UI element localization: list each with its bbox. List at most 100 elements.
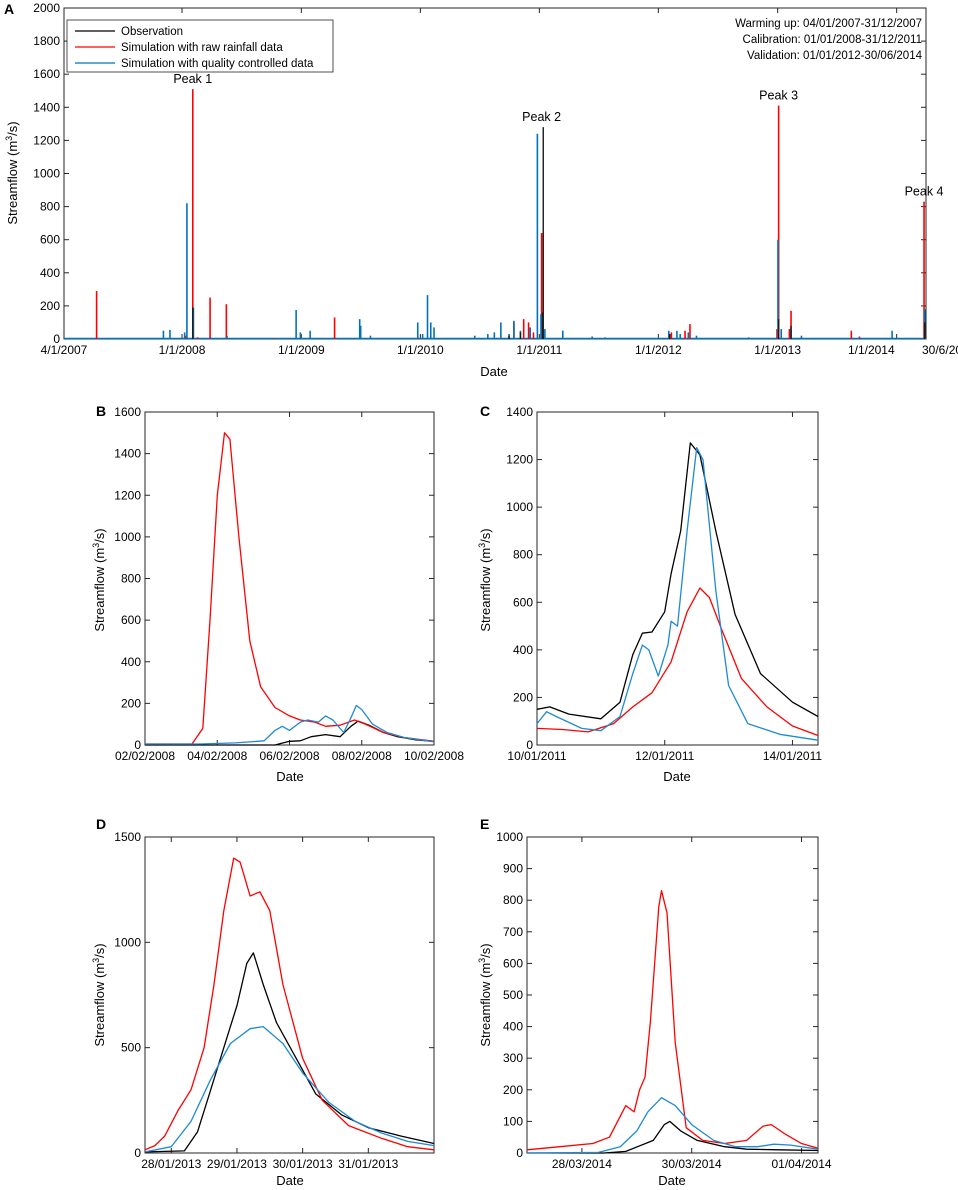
y-tick-label: 0: [134, 738, 141, 752]
x-tick-label: 31/01/2013: [338, 1157, 398, 1171]
y-tick-label: 1600: [114, 405, 141, 419]
y-tick-label: 1000: [114, 935, 141, 949]
y-tick-label: 1000: [506, 500, 533, 514]
y-tick-label: 1000: [114, 530, 141, 544]
panel-letter-b: B: [96, 403, 106, 419]
y-tick-label: 1500: [114, 830, 141, 844]
panel-d-ylabel: Streamflow (m3/s): [91, 943, 107, 1046]
panel-a-annotations: Peak 1 Peak 2 Peak 3 Peak 4: [173, 72, 943, 199]
legend-label-qc: Simulation with quality controlled data: [121, 58, 314, 70]
panel-b-plot-area: [144, 411, 435, 746]
series-line-simulation-with-quality-controlled-data: [526, 1097, 819, 1154]
series-line-simulation-with-quality-controlled-data: [145, 704, 435, 745]
peak-annotation: Peak 1: [173, 72, 212, 86]
y-tick-label: 200: [503, 1083, 523, 1097]
series-line-simulation-with-quality-controlled-data: [536, 447, 819, 741]
y-tick-label: 1400: [33, 100, 60, 114]
panel-d: D 0 500 1000 1500 28/01/2013 29/01/2013 30/01/…: [91, 816, 435, 1188]
x-tick-label: 1/1/2011: [516, 343, 562, 357]
x-tick-label: 29/01/2013: [207, 1157, 267, 1171]
panel-b-series: [145, 432, 435, 746]
x-tick-label: 04/02/2008: [187, 749, 247, 763]
x-tick-label: 30/6/2014: [922, 343, 958, 357]
panel-b: B 0 200 400 600 800 1000 1200 1400 1600 02/02/200…: [91, 403, 464, 784]
panel-c-ticks: [536, 411, 818, 746]
panel-b-ylabel: Streamflow (m3/s): [91, 528, 107, 631]
x-tick-label: 1/1/2013: [754, 343, 801, 357]
x-tick-label: 30/03/2014: [662, 1157, 722, 1171]
panel-e-ticks: [527, 836, 818, 1154]
panel-e-series: [526, 890, 819, 1154]
x-tick-label: 14/01/2011: [763, 749, 822, 763]
y-tick-label: 600: [503, 956, 523, 970]
x-tick-label: 1/1/2009: [278, 343, 325, 357]
y-tick-label: 1400: [114, 447, 141, 461]
x-tick-label: 28/01/2013: [141, 1157, 201, 1171]
panel-c-xlabel: Date: [663, 769, 690, 784]
x-tick-label: 1/1/2008: [159, 343, 206, 357]
period-info-warming: Warming up: 04/01/2007-31/12/2007: [735, 18, 922, 30]
y-tick-label: 600: [121, 613, 141, 627]
y-tick-label: 800: [503, 893, 523, 907]
y-tick-label: 1800: [33, 34, 60, 48]
y-tick-label: 200: [513, 690, 533, 704]
period-info: Warming up: 04/01/2007-31/12/2007 Calibr…: [735, 18, 922, 62]
peak-annotation: Peak 3: [759, 89, 798, 103]
y-tick-label: 600: [40, 233, 60, 247]
panel-letter-e: E: [480, 816, 489, 832]
series-line-simulation-with-raw-rainfall-data: [145, 432, 435, 745]
series-line-simulation-with-raw-rainfall-data: [144, 857, 435, 1151]
y-tick-label: 1200: [114, 488, 141, 502]
panel-a: A 0 200 400 600 800 1000 1200 1400 1600 1800 2000 4…: [4, 1, 958, 379]
x-tick-label: 08/02/2008: [332, 749, 392, 763]
y-tick-label: 500: [503, 988, 523, 1002]
y-tick-label: 0: [53, 332, 60, 346]
legend-label-raw: Simulation with raw rainfall data: [121, 42, 283, 54]
panel-a-xlabel: Date: [480, 364, 507, 379]
legend-label-observation: Observation: [121, 26, 183, 38]
x-tick-label: 01/04/2014: [771, 1157, 831, 1171]
y-tick-label: 400: [40, 266, 60, 280]
panel-d-xlabel: Date: [276, 1173, 303, 1188]
y-tick-label: 1400: [506, 405, 533, 419]
x-tick-label: 12/01/2011: [635, 749, 694, 763]
panel-a-legend: Observation Simulation with raw rainfall…: [66, 19, 334, 73]
panel-d-series: [144, 857, 435, 1153]
y-tick-label: 200: [40, 299, 60, 313]
panel-c-tick-labels: 0 200 400 600 800 1000 1200 1400 10/01/2011 12/01…: [506, 405, 822, 763]
panel-d-plot-area: [144, 836, 435, 1154]
period-info-calibration: Calibration: 01/01/2008-31/12/2011: [743, 34, 922, 46]
panel-e-ylabel: Streamflow (m3/s): [477, 943, 493, 1046]
panel-letter-c: C: [480, 403, 490, 419]
y-tick-label: 0: [134, 1146, 141, 1160]
y-tick-label: 1000: [496, 830, 523, 844]
y-tick-label: 0: [526, 738, 533, 752]
y-tick-label: 800: [513, 548, 533, 562]
peak-annotation: Peak 4: [905, 185, 944, 199]
panel-letter-a: A: [4, 1, 14, 17]
panel-c-ylabel: Streamflow (m3/s): [477, 528, 493, 631]
panel-letter-d: D: [96, 816, 106, 832]
y-tick-label: 400: [513, 643, 533, 657]
y-tick-label: 300: [503, 1051, 523, 1065]
series-line-observation: [536, 442, 819, 720]
x-tick-label: 30/01/2013: [273, 1157, 333, 1171]
panel-e-tick-labels: 0 100 200 300 400 500 600 700 800 900 1000 28/03/20…: [496, 830, 832, 1171]
y-tick-label: 600: [513, 595, 533, 609]
y-tick-label: 500: [121, 1041, 141, 1055]
y-tick-label: 800: [121, 572, 141, 586]
x-tick-label: 06/02/2008: [259, 749, 319, 763]
x-tick-label: 28/03/2014: [552, 1157, 612, 1171]
series-line-simulation-with-raw-rainfall-data: [526, 890, 819, 1151]
panel-c-series: [536, 442, 819, 741]
panel-d-ticks: [145, 836, 434, 1154]
y-tick-label: 0: [516, 1146, 523, 1160]
y-tick-label: 400: [503, 1020, 523, 1034]
x-tick-label: 1/1/2014: [848, 343, 895, 357]
peak-annotation: Peak 2: [522, 110, 561, 124]
series-line-simulation-with-quality-controlled-data: [144, 1025, 435, 1153]
x-tick-label: 1/1/2012: [635, 343, 682, 357]
panel-e-xlabel: Date: [658, 1173, 685, 1188]
x-tick-label: 1/1/2010: [397, 343, 444, 357]
